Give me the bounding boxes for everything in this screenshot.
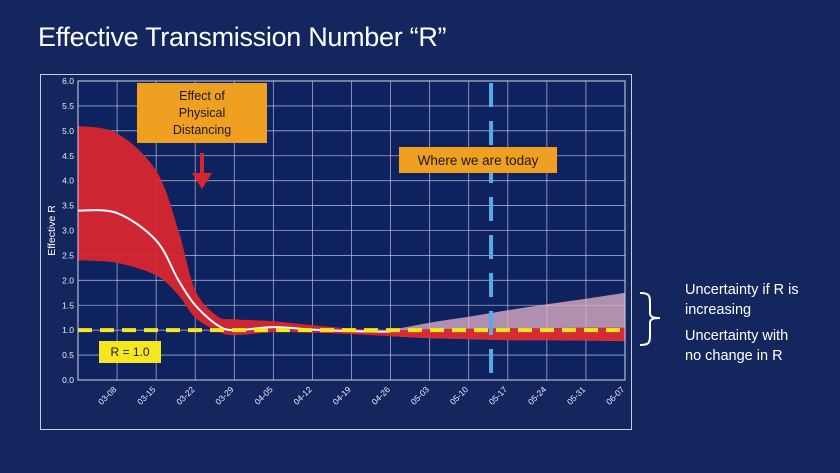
- y-tick-label: 2.5: [62, 250, 74, 260]
- brace-icon: [639, 292, 661, 346]
- note-nochange-line2: no change in R: [685, 348, 783, 364]
- chart-frame: 0.0 0.5 1.0 1.5 2.0 2.5 3.0 3.5 4.0 4.5 5.0 5.5 6.0 0…: [40, 74, 632, 430]
- y-tick-label: 6.0: [62, 76, 74, 86]
- x-tick-label: 04-19: [330, 384, 353, 407]
- y-tick-label: 0.5: [62, 350, 74, 360]
- note-nochange: Uncertainty with no change in R: [685, 326, 788, 366]
- today-label-box: [399, 147, 557, 173]
- y-tick-label: 4.5: [62, 151, 74, 161]
- y-tick-label: 1.0: [62, 325, 74, 335]
- distancing-callout-line: Physical: [179, 106, 226, 120]
- x-tick-label: 04-12: [291, 384, 314, 407]
- distancing-callout-line: Effect of: [179, 89, 225, 103]
- x-tick-label: 06-07: [604, 384, 627, 407]
- x-tick-label: 04-05: [252, 384, 275, 407]
- note-nochange-line1: Uncertainty with: [685, 328, 789, 344]
- x-tick-label: 03-08: [96, 384, 119, 407]
- today-label: Where we are today: [418, 153, 539, 168]
- y-tick-label: 1.5: [62, 300, 74, 310]
- y-axis-label: Effective R: [46, 205, 58, 256]
- y-tick-label: 4.0: [62, 176, 74, 186]
- x-tick-label: 05-31: [565, 384, 588, 407]
- distancing-callout-box: [137, 83, 267, 143]
- series-lines: [77, 209, 625, 333]
- x-tick-label: 05-24: [526, 384, 549, 407]
- y-tick-label: 5.0: [62, 126, 74, 136]
- chart-svg: 0.0 0.5 1.0 1.5 2.0 2.5 3.0 3.5 4.0 4.5 5.0 5.5 6.0 0…: [46, 76, 627, 407]
- x-tick-label: 05-03: [409, 384, 432, 407]
- distancing-callout-line: Distancing: [173, 123, 231, 137]
- y-tick-label: 2.0: [62, 275, 74, 285]
- note-increasing-line2: increasing: [685, 302, 752, 318]
- note-increasing-line1: Uncertainty if R is: [685, 282, 799, 298]
- threshold-label-box: [99, 341, 161, 363]
- y-tick-label: 3.0: [62, 226, 74, 236]
- uncertainty-band: [78, 125, 625, 342]
- plot-border: [77, 80, 626, 381]
- x-tick-label: 05-17: [487, 384, 510, 407]
- x-tick-label: 04-26: [370, 384, 393, 407]
- note-increasing: Uncertainty if R is increasing: [685, 280, 799, 320]
- page-title: Effective Transmission Number “R”: [38, 22, 447, 52]
- chart-labels: R = 1.0 Where we are today Effect of Physic…: [99, 83, 557, 363]
- arrow-down-icon: [192, 173, 212, 189]
- x-tick-label: 03-29: [213, 384, 236, 407]
- threshold-label: R = 1.0: [110, 345, 149, 359]
- y-tick-label: 0.0: [62, 375, 74, 385]
- x-tick-label: 03-15: [135, 384, 158, 407]
- x-tick-label: 03-22: [174, 384, 197, 407]
- y-tick-label: 5.5: [62, 101, 74, 111]
- x-tick-label: 05-10: [448, 384, 471, 407]
- y-tick-label: 3.5: [62, 201, 74, 211]
